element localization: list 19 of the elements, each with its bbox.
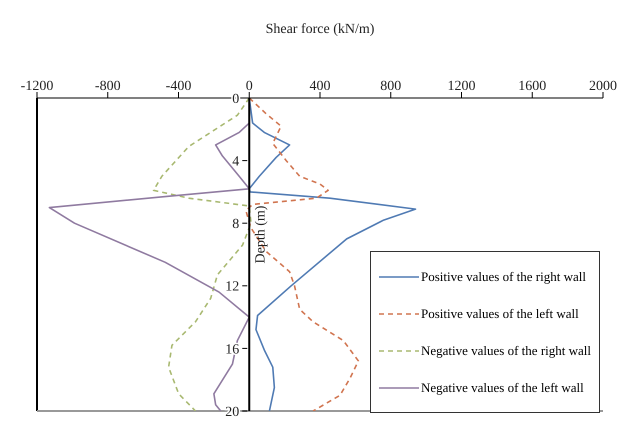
y-tick-label: 4 bbox=[232, 154, 240, 170]
x-tick-label: 400 bbox=[310, 79, 330, 94]
legend-label: Positive values of the left wall bbox=[420, 306, 579, 322]
legend-label: Negative values of the right wall bbox=[420, 342, 591, 358]
x-tick-label: 1600 bbox=[518, 79, 546, 94]
x-axis-title: Shear force (kN/m) bbox=[266, 22, 375, 37]
x-tick-label: 800 bbox=[380, 79, 402, 94]
y-tick-label: 12 bbox=[225, 280, 240, 295]
x-tick-label: 0 bbox=[246, 79, 253, 94]
x-tick-label: 2000 bbox=[589, 79, 617, 94]
y-tick-label: 20 bbox=[225, 404, 240, 420]
legend-label: Negative values of the left wall bbox=[420, 380, 584, 396]
legend-label: Positive values of the right wall bbox=[420, 268, 586, 284]
y-tick-label: 8 bbox=[232, 217, 240, 232]
x-tick-label: -800 bbox=[94, 79, 121, 94]
x-tick-label: -400 bbox=[166, 79, 192, 94]
x-tick-label: 1200 bbox=[448, 79, 476, 94]
x-tick-label: -1200 bbox=[20, 79, 54, 94]
y-axis-title: Depth (m) bbox=[253, 205, 268, 264]
